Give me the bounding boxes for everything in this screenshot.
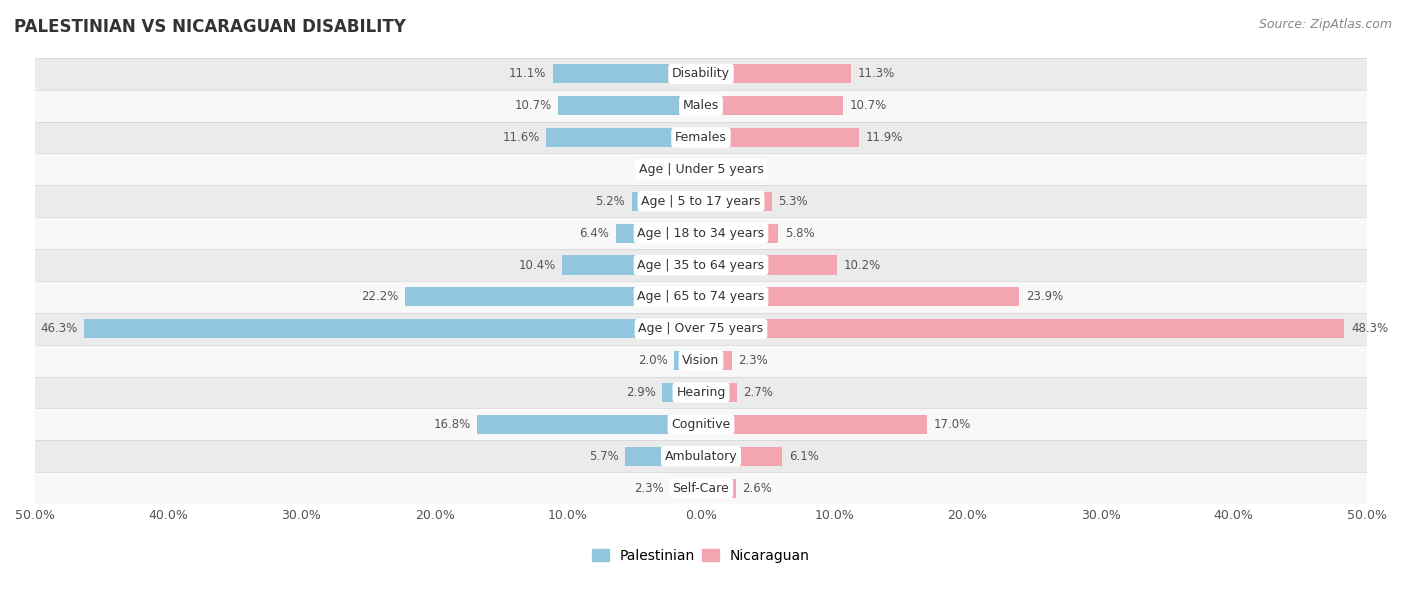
Bar — [702, 128, 859, 147]
Bar — [662, 383, 702, 402]
Text: 2.3%: 2.3% — [634, 482, 664, 494]
Text: 2.9%: 2.9% — [626, 386, 655, 399]
Text: 11.1%: 11.1% — [509, 67, 547, 80]
Text: 10.2%: 10.2% — [844, 258, 880, 272]
Bar — [702, 447, 782, 466]
Text: Males: Males — [683, 99, 718, 112]
Bar — [558, 96, 702, 115]
Text: Ambulatory: Ambulatory — [665, 450, 737, 463]
Bar — [35, 472, 1367, 504]
Bar — [702, 415, 928, 434]
Bar — [616, 223, 702, 243]
Text: 2.7%: 2.7% — [744, 386, 773, 399]
Text: 6.4%: 6.4% — [579, 226, 609, 240]
Text: 46.3%: 46.3% — [41, 323, 77, 335]
Bar — [685, 160, 702, 179]
Text: Age | 5 to 17 years: Age | 5 to 17 years — [641, 195, 761, 207]
Bar — [702, 287, 1019, 307]
Bar — [35, 313, 1367, 345]
Bar — [702, 255, 837, 275]
Text: 2.6%: 2.6% — [742, 482, 772, 494]
Bar — [631, 192, 702, 211]
Text: 17.0%: 17.0% — [934, 418, 972, 431]
Text: Vision: Vision — [682, 354, 720, 367]
Bar — [702, 351, 731, 370]
Text: 11.9%: 11.9% — [866, 131, 904, 144]
Text: 10.7%: 10.7% — [851, 99, 887, 112]
Bar — [477, 415, 702, 434]
Text: Self-Care: Self-Care — [672, 482, 730, 494]
Text: Disability: Disability — [672, 67, 730, 80]
Text: Hearing: Hearing — [676, 386, 725, 399]
Bar — [35, 90, 1367, 122]
Bar — [35, 122, 1367, 154]
Text: 1.2%: 1.2% — [648, 163, 678, 176]
Bar — [702, 160, 716, 179]
Bar — [35, 185, 1367, 217]
Text: 16.8%: 16.8% — [433, 418, 471, 431]
Legend: Palestinian, Nicaraguan: Palestinian, Nicaraguan — [586, 543, 815, 569]
Text: 10.4%: 10.4% — [519, 258, 555, 272]
Bar — [562, 255, 702, 275]
Bar — [702, 192, 772, 211]
Bar — [35, 154, 1367, 185]
Text: 2.3%: 2.3% — [738, 354, 768, 367]
Text: Cognitive: Cognitive — [671, 418, 731, 431]
Text: Age | 65 to 74 years: Age | 65 to 74 years — [637, 290, 765, 304]
Bar — [626, 447, 702, 466]
Bar — [671, 479, 702, 498]
Text: Females: Females — [675, 131, 727, 144]
Text: 5.8%: 5.8% — [785, 226, 814, 240]
Bar — [35, 281, 1367, 313]
Bar — [702, 96, 844, 115]
Bar — [702, 64, 852, 83]
Bar — [35, 58, 1367, 90]
Text: 5.2%: 5.2% — [595, 195, 626, 207]
Bar — [35, 217, 1367, 249]
Text: Age | Under 5 years: Age | Under 5 years — [638, 163, 763, 176]
Text: 6.1%: 6.1% — [789, 450, 818, 463]
Text: 22.2%: 22.2% — [361, 290, 399, 304]
Text: 1.1%: 1.1% — [723, 163, 752, 176]
Text: 23.9%: 23.9% — [1026, 290, 1063, 304]
Text: 11.6%: 11.6% — [502, 131, 540, 144]
Bar — [405, 287, 702, 307]
Text: 11.3%: 11.3% — [858, 67, 896, 80]
Text: Age | 18 to 34 years: Age | 18 to 34 years — [637, 226, 765, 240]
Bar — [702, 319, 1344, 338]
Bar — [702, 383, 737, 402]
Text: Age | 35 to 64 years: Age | 35 to 64 years — [637, 258, 765, 272]
Bar — [35, 345, 1367, 376]
Text: 5.3%: 5.3% — [779, 195, 808, 207]
Bar — [84, 319, 702, 338]
Bar — [35, 408, 1367, 440]
Bar — [553, 64, 702, 83]
Text: Age | Over 75 years: Age | Over 75 years — [638, 323, 763, 335]
Text: 10.7%: 10.7% — [515, 99, 551, 112]
Bar — [702, 223, 779, 243]
Bar — [547, 128, 702, 147]
Text: 48.3%: 48.3% — [1351, 323, 1388, 335]
Text: PALESTINIAN VS NICARAGUAN DISABILITY: PALESTINIAN VS NICARAGUAN DISABILITY — [14, 18, 406, 36]
Bar — [675, 351, 702, 370]
Text: 2.0%: 2.0% — [638, 354, 668, 367]
Text: 5.7%: 5.7% — [589, 450, 619, 463]
Bar — [35, 440, 1367, 472]
Bar — [35, 376, 1367, 408]
Bar — [35, 249, 1367, 281]
Bar — [702, 479, 735, 498]
Text: Source: ZipAtlas.com: Source: ZipAtlas.com — [1258, 18, 1392, 31]
